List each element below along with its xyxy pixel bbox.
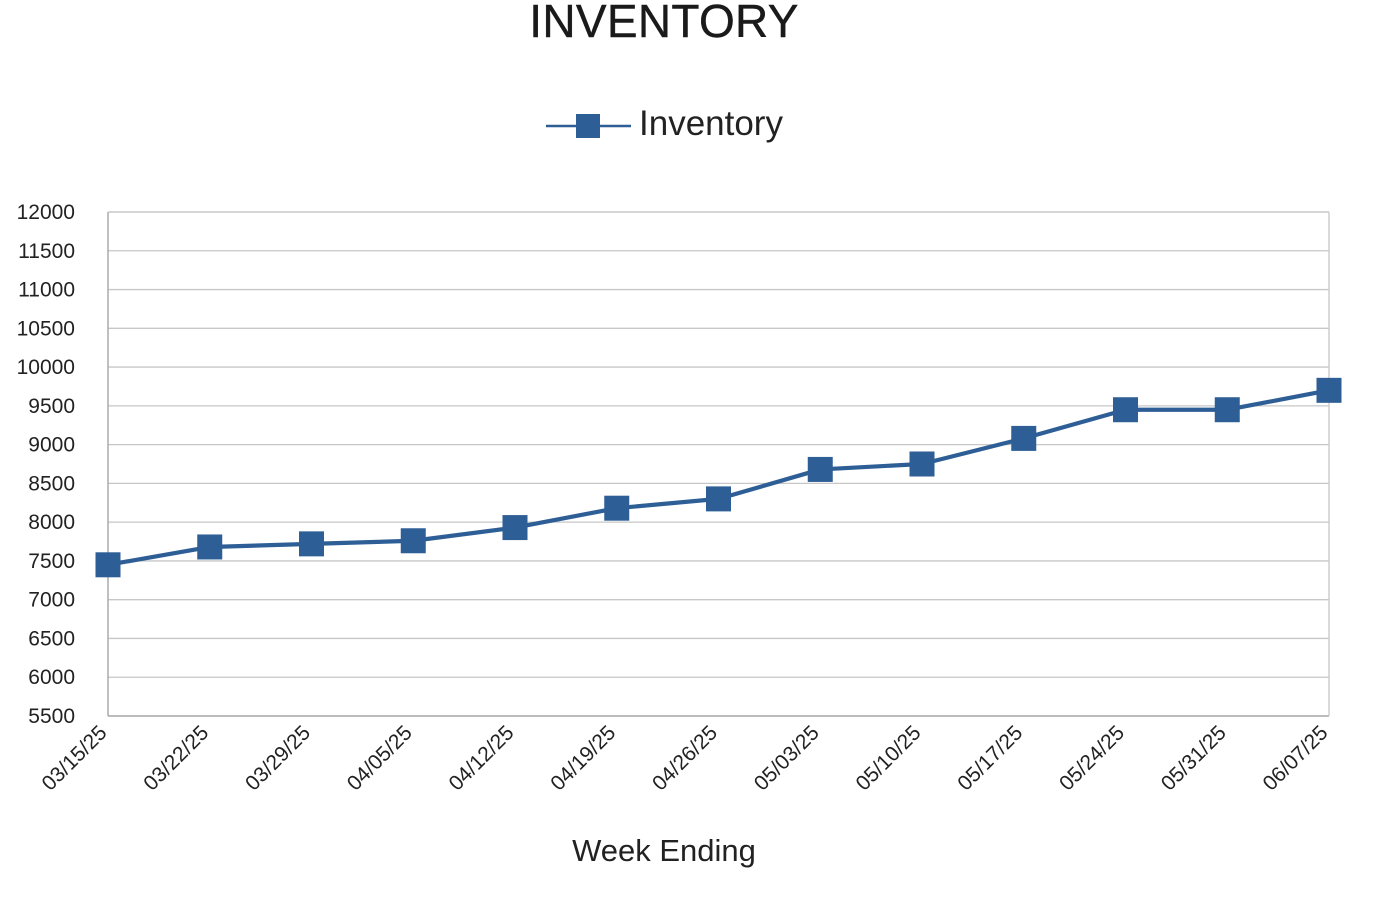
svg-text:04/26/25: 04/26/25	[648, 721, 722, 795]
svg-text:05/03/25: 05/03/25	[750, 721, 824, 795]
svg-text:7000: 7000	[28, 589, 75, 612]
svg-text:05/17/25: 05/17/25	[953, 721, 1027, 795]
svg-text:11500: 11500	[18, 240, 75, 263]
svg-text:7500: 7500	[28, 550, 75, 573]
svg-text:5500: 5500	[28, 705, 75, 728]
svg-text:05/10/25: 05/10/25	[851, 721, 925, 795]
svg-text:6500: 6500	[28, 627, 75, 650]
svg-text:8000: 8000	[28, 511, 75, 534]
svg-text:06/07/25: 06/07/25	[1258, 721, 1332, 795]
svg-text:03/29/25: 03/29/25	[241, 721, 315, 795]
svg-text:04/12/25: 04/12/25	[444, 721, 518, 795]
svg-text:03/22/25: 03/22/25	[139, 721, 213, 795]
svg-text:05/31/25: 05/31/25	[1157, 721, 1231, 795]
svg-text:11000: 11000	[18, 279, 75, 302]
svg-text:05/24/25: 05/24/25	[1055, 721, 1129, 795]
svg-text:8500: 8500	[28, 472, 75, 495]
svg-text:03/15/25: 03/15/25	[37, 721, 111, 795]
svg-text:04/05/25: 04/05/25	[343, 721, 417, 795]
svg-text:9500: 9500	[28, 395, 75, 418]
svg-text:9000: 9000	[28, 434, 75, 457]
svg-text:04/19/25: 04/19/25	[546, 721, 620, 795]
svg-text:12000: 12000	[17, 201, 75, 224]
svg-text:10000: 10000	[17, 356, 75, 379]
svg-text:10500: 10500	[17, 317, 75, 340]
svg-text:6000: 6000	[28, 666, 75, 689]
